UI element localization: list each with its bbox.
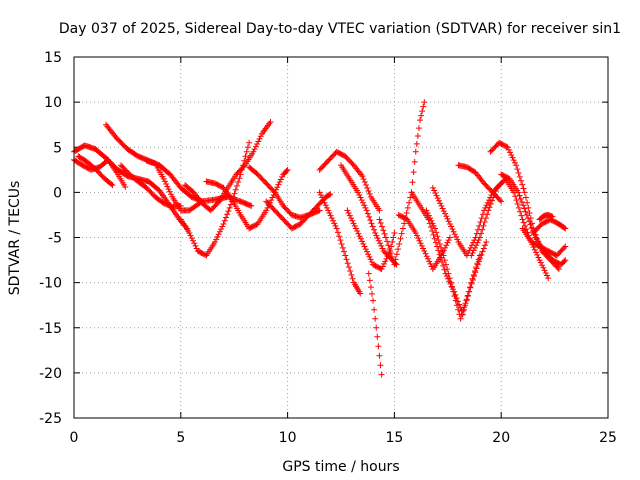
data-point-markers <box>395 211 453 273</box>
data-series <box>71 99 569 378</box>
x-tick-label: 5 <box>176 430 185 446</box>
series-arc-14 <box>338 162 400 268</box>
series-arc-27 <box>530 216 569 236</box>
data-point-markers <box>423 207 490 322</box>
data-point-markers <box>316 189 364 297</box>
y-tick-label: -20 <box>39 366 62 382</box>
series-arc-8 <box>177 139 253 259</box>
x-tick-label: 10 <box>279 430 297 446</box>
series-arc-11 <box>263 191 334 232</box>
plot-frame <box>73 56 609 419</box>
series-arc-6 <box>143 157 255 214</box>
data-point-markers <box>143 157 255 214</box>
data-point-markers <box>365 270 385 378</box>
data-point-markers <box>263 191 334 232</box>
series-arc-16 <box>365 270 385 378</box>
series-arc-7 <box>182 118 274 214</box>
data-point-markers <box>344 207 398 273</box>
series-arc-12 <box>316 189 364 297</box>
data-point-markers <box>316 148 383 214</box>
x-tick-label: 0 <box>70 430 79 446</box>
grid <box>74 57 608 418</box>
series-arc-3 <box>75 153 116 189</box>
data-point-markers <box>498 171 569 268</box>
y-tick-label: 15 <box>44 50 62 66</box>
x-tick-label: 20 <box>492 430 510 446</box>
y-tick-label: -15 <box>39 321 62 337</box>
data-point-markers <box>117 162 184 210</box>
series-arc-28 <box>536 211 556 223</box>
data-point-markers <box>177 139 253 259</box>
y-axis-title: SDTVAR / TECUs <box>7 181 23 296</box>
series-arc-18 <box>395 211 453 273</box>
series-arc-22 <box>455 162 505 205</box>
series-arc-5 <box>117 162 184 210</box>
series-arc-26 <box>519 225 569 259</box>
y-tick-label: 0 <box>53 185 62 201</box>
x-axis-title: GPS time / hours <box>282 459 399 475</box>
x-tick-label: 25 <box>599 430 617 446</box>
data-point-markers <box>530 216 569 236</box>
data-point-markers <box>455 162 505 205</box>
series-arc-15 <box>344 207 398 273</box>
data-point-markers <box>182 118 274 214</box>
y-tick-label: -5 <box>48 231 62 247</box>
y-tick-labels: -25 -20 -15 -10 -5 0 5 10 15 <box>39 50 62 427</box>
x-tick-labels: 0 5 10 15 20 25 <box>70 430 617 446</box>
series-arc-13 <box>316 148 383 214</box>
y-tick-label: -10 <box>39 276 62 292</box>
data-point-markers <box>536 211 556 223</box>
data-point-markers <box>338 162 400 268</box>
series-arc-25 <box>498 171 569 268</box>
y-tick-label: -25 <box>39 411 62 427</box>
chart-title: Day 037 of 2025, Sidereal Day-to-day VTE… <box>59 21 621 37</box>
series-arc-20 <box>423 207 490 322</box>
y-tick-label: 5 <box>53 140 62 156</box>
x-tick-label: 15 <box>385 430 403 446</box>
y-tick-label: 10 <box>44 95 62 111</box>
data-point-markers <box>519 225 569 259</box>
data-point-markers <box>75 153 116 189</box>
